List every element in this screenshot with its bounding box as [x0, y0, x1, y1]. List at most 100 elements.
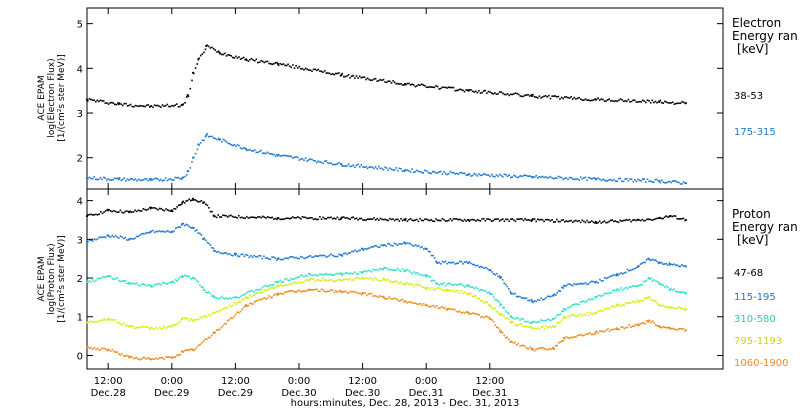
data-point: [242, 306, 245, 309]
data-point: [370, 293, 373, 295]
data-point: [352, 250, 355, 253]
data-point: [323, 273, 326, 276]
data-point: [227, 54, 229, 56]
data-point: [136, 179, 138, 182]
data-point: [414, 272, 417, 275]
data-point-anchor: [684, 307, 688, 311]
data-point: [225, 215, 227, 217]
data-point: [467, 174, 469, 176]
data-point: [599, 310, 601, 312]
data-point: [256, 256, 259, 258]
data-point: [615, 274, 617, 277]
data-point-anchor: [615, 273, 619, 276]
data-point: [295, 291, 297, 293]
data-point: [482, 90, 485, 92]
data-point: [603, 100, 606, 103]
data-point: [679, 327, 682, 330]
data-point: [311, 278, 313, 281]
data-point: [282, 63, 285, 65]
data-point: [341, 165, 343, 167]
data-point: [428, 172, 431, 174]
data-point: [144, 208, 146, 211]
data-point: [671, 180, 674, 182]
data-point-anchor: [467, 218, 470, 222]
data-point-anchor: [509, 340, 513, 343]
data-point: [671, 307, 674, 309]
data-point: [217, 298, 220, 300]
data-point-anchor: [403, 169, 407, 172]
data-point: [298, 216, 301, 219]
electron-legend: Electron Energy ran [keV] 38-53 175-315: [732, 16, 798, 138]
data-point: [368, 166, 370, 168]
data-point: [437, 287, 440, 289]
data-point: [363, 166, 366, 168]
data-point: [230, 144, 232, 146]
data-point: [600, 98, 603, 100]
data-point: [492, 175, 494, 178]
data-point: [328, 279, 331, 282]
data-point-anchor: [244, 58, 248, 61]
data-point: [362, 219, 364, 221]
data-point: [206, 133, 208, 135]
data-point: [611, 100, 614, 102]
data-point: [145, 209, 148, 211]
axes: 23450123412:00Dec.280:00Dec.2912:00Dec.2…: [77, 8, 723, 399]
data-point: [409, 282, 412, 285]
data-point: [575, 315, 577, 318]
data-point: [548, 347, 551, 350]
data-point: [540, 326, 542, 328]
data-point: [532, 93, 534, 96]
data-point: [295, 156, 297, 158]
data-point: [438, 219, 440, 222]
data-point: [308, 255, 310, 258]
data-point: [465, 285, 467, 287]
data-point: [228, 304, 231, 306]
data-point: [128, 104, 130, 107]
data-point: [419, 284, 422, 287]
data-point: [136, 105, 138, 107]
data-point: [460, 88, 463, 91]
data-point: [626, 287, 629, 290]
data-point: [426, 288, 428, 290]
data-point: [274, 62, 277, 64]
data-point: [357, 163, 359, 166]
data-point-anchor: [647, 257, 650, 260]
data-point: [228, 215, 231, 217]
data-point: [494, 324, 496, 326]
data-point: [251, 289, 254, 292]
data-point: [509, 290, 512, 293]
data-point: [634, 267, 637, 269]
data-point: [584, 301, 587, 303]
data-point: [457, 173, 460, 175]
data-point: [112, 178, 114, 181]
data-point: [182, 200, 184, 203]
data-point: [252, 216, 254, 219]
data-point: [162, 230, 164, 232]
data-point: [620, 326, 622, 328]
data-point: [624, 219, 626, 222]
data-point-anchor: [382, 244, 385, 247]
data-point: [174, 279, 177, 281]
data-point: [185, 349, 187, 351]
data-point: [217, 329, 219, 331]
data-point: [312, 68, 315, 71]
data-point-anchor: [218, 51, 221, 54]
data-point: [147, 357, 149, 359]
data-point: [287, 279, 289, 282]
data-point: [349, 272, 352, 274]
data-point-anchor: [594, 280, 597, 283]
data-point: [350, 165, 353, 168]
data-point: [599, 278, 601, 281]
data-point: [433, 220, 436, 223]
data-point: [296, 216, 299, 218]
data-point: [209, 135, 212, 138]
data-point: [101, 212, 104, 215]
data-point: [424, 287, 427, 290]
data-point: [322, 162, 324, 165]
data-point: [556, 177, 558, 180]
data-point: [191, 199, 194, 201]
data-point: [393, 281, 396, 283]
data-point: [619, 219, 621, 222]
data-point: [182, 276, 184, 278]
data-point: [282, 285, 285, 287]
